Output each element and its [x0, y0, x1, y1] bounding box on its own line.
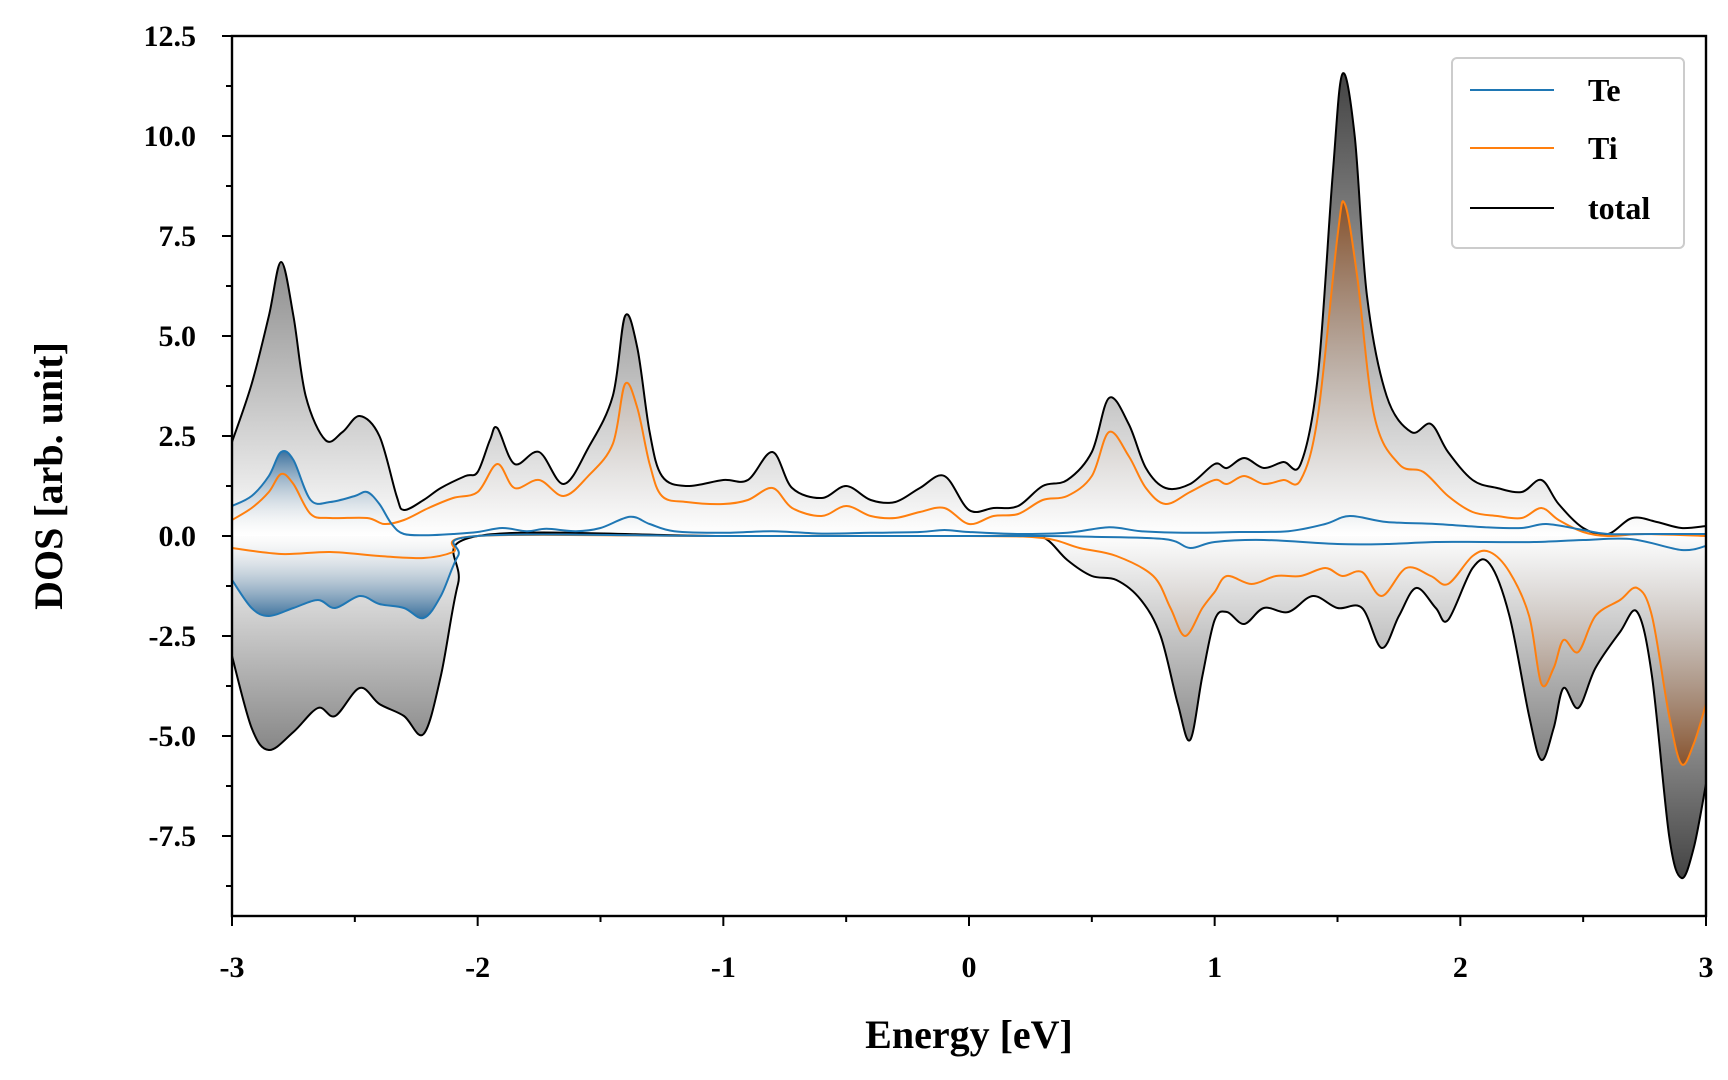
y-tick-label: -2.5 [149, 620, 197, 653]
y-tick-label: -5.0 [149, 720, 197, 753]
y-tick-label: 2.5 [159, 420, 197, 453]
y-tick-label: 0.0 [159, 520, 197, 553]
y-tick-label: 10.0 [144, 120, 197, 153]
x-tick-label: 0 [962, 951, 977, 984]
x-tick-label: -1 [711, 951, 736, 984]
legend-label-te: Te [1588, 72, 1621, 108]
y-tick-label: 12.5 [144, 20, 197, 53]
fill-ti-spin-up [232, 201, 1706, 537]
legend: Te Ti total [1451, 57, 1685, 249]
line-total-spin-up [232, 72, 1706, 536]
x-tick-label: 1 [1207, 951, 1222, 984]
x-tick-label: 3 [1699, 951, 1714, 984]
fill-te-spin-down [232, 534, 1706, 619]
x-tick-label: -2 [465, 951, 490, 984]
y-tick-label: -7.5 [149, 820, 197, 853]
y-tick-label: 7.5 [159, 220, 197, 253]
x-axis-title: Energy [eV] [865, 1012, 1073, 1057]
legend-label-ti: Ti [1588, 130, 1618, 166]
fill-ti-spin-down [232, 534, 1706, 765]
line-ti-spin-up [232, 200, 1706, 538]
line-te-spin-up [232, 450, 1706, 537]
fill-te-spin-up [232, 450, 1706, 536]
x-tick-label: -3 [220, 951, 245, 984]
fill-total-spin-down [232, 532, 1706, 879]
x-tick-label: 2 [1453, 951, 1468, 984]
line-te-spin-down [232, 533, 1706, 620]
y-tick-label: 5.0 [159, 320, 197, 353]
line-total-spin-down [232, 531, 1706, 880]
plot-frame [230, 34, 1708, 918]
y-axis-title: DOS [arb. unit] [26, 342, 71, 610]
legend-label-total: total [1588, 190, 1650, 226]
legend-frame [1451, 57, 1685, 249]
